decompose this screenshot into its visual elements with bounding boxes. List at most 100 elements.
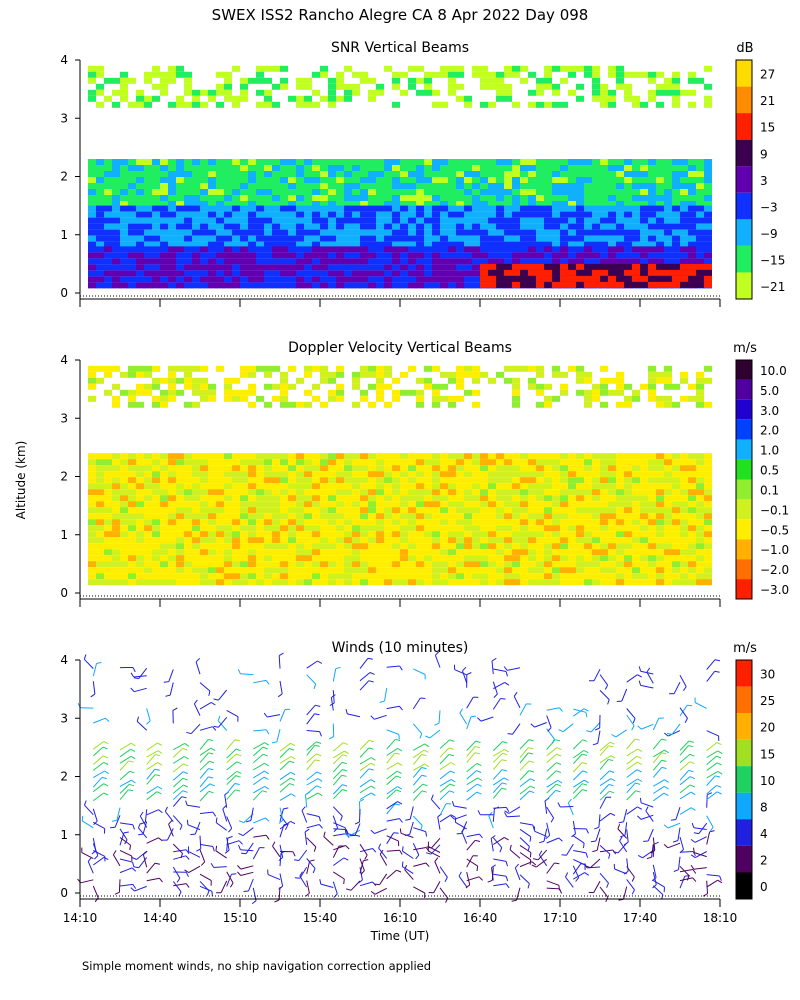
wind-barb-flag bbox=[263, 712, 268, 718]
data-cell bbox=[352, 519, 360, 526]
wind-barb-flag bbox=[360, 870, 365, 875]
data-cell bbox=[440, 276, 448, 283]
data-cell bbox=[552, 205, 560, 212]
data-cell bbox=[688, 507, 696, 514]
data-cell bbox=[448, 507, 456, 514]
data-cell bbox=[472, 567, 480, 574]
wind-barb bbox=[80, 879, 94, 884]
data-cell bbox=[440, 229, 448, 236]
data-cell bbox=[264, 89, 272, 96]
data-cell bbox=[616, 389, 624, 396]
data-cell bbox=[104, 389, 112, 396]
data-cell bbox=[680, 211, 688, 218]
data-cell bbox=[408, 211, 416, 218]
data-cell bbox=[504, 229, 512, 236]
wind-barb bbox=[146, 809, 159, 816]
data-cell bbox=[368, 258, 376, 265]
data-cell bbox=[288, 229, 296, 236]
wind-barb-flag bbox=[425, 831, 428, 837]
data-cell bbox=[88, 183, 96, 189]
colorbar-label: 0.1 bbox=[760, 484, 779, 498]
data-cell bbox=[360, 217, 368, 224]
data-cell bbox=[688, 555, 696, 562]
data-cell bbox=[328, 453, 336, 460]
data-cell bbox=[592, 549, 600, 556]
data-cell bbox=[168, 513, 176, 520]
data-cell bbox=[240, 171, 248, 177]
data-cell bbox=[504, 83, 512, 90]
data-cell bbox=[496, 89, 504, 96]
data-cell bbox=[304, 264, 312, 271]
data-cell bbox=[192, 276, 200, 283]
wind-barb-flag bbox=[316, 753, 322, 757]
data-cell bbox=[304, 252, 312, 259]
colorbar-swatch bbox=[736, 192, 752, 220]
wind-barb-flag bbox=[476, 763, 482, 767]
data-cell bbox=[184, 573, 192, 580]
data-cell bbox=[448, 519, 456, 526]
data-cell bbox=[664, 401, 672, 408]
wind-barb bbox=[252, 887, 257, 901]
colorbar-swatch bbox=[736, 219, 752, 246]
data-cell bbox=[176, 477, 184, 484]
wind-barb-flag bbox=[475, 839, 481, 842]
wind-barb bbox=[466, 770, 477, 780]
data-cell bbox=[328, 177, 336, 183]
data-cell bbox=[648, 471, 656, 478]
wind-barb bbox=[199, 752, 209, 764]
data-cell bbox=[376, 177, 384, 183]
data-cell bbox=[632, 269, 640, 276]
data-cell bbox=[416, 459, 424, 466]
data-cell bbox=[216, 258, 224, 265]
data-cell bbox=[200, 465, 208, 472]
data-cell bbox=[168, 217, 176, 224]
data-cell bbox=[416, 217, 424, 224]
data-cell bbox=[424, 195, 432, 201]
wind-barb bbox=[226, 789, 236, 800]
data-cell bbox=[408, 513, 416, 520]
data-cell bbox=[240, 477, 248, 484]
data-cell bbox=[152, 453, 160, 460]
data-cell bbox=[408, 389, 416, 396]
data-cell bbox=[520, 489, 528, 496]
wind-barb bbox=[493, 873, 507, 877]
data-cell bbox=[696, 507, 704, 514]
data-cell bbox=[536, 211, 544, 218]
wind-barb bbox=[92, 746, 104, 757]
data-cell bbox=[200, 89, 208, 96]
data-cell bbox=[672, 483, 680, 490]
data-cell bbox=[136, 555, 144, 562]
data-cell bbox=[224, 165, 232, 171]
wind-barb-flag bbox=[404, 834, 410, 836]
data-cell bbox=[168, 489, 176, 496]
data-cell bbox=[128, 567, 136, 574]
data-cell bbox=[568, 555, 576, 562]
wind-barb-flag bbox=[505, 876, 509, 882]
data-cell bbox=[336, 276, 344, 283]
data-cell bbox=[696, 459, 704, 466]
data-cell bbox=[432, 549, 440, 556]
data-cell bbox=[512, 549, 520, 556]
wind-barb-flag bbox=[157, 786, 163, 790]
data-cell bbox=[456, 205, 464, 212]
data-cell bbox=[480, 579, 488, 586]
data-cell bbox=[304, 519, 312, 526]
data-cell bbox=[496, 246, 504, 253]
data-cell bbox=[136, 561, 144, 568]
data-cell bbox=[544, 165, 552, 171]
data-cell bbox=[408, 205, 416, 212]
data-cell bbox=[224, 195, 232, 201]
data-cell bbox=[464, 465, 472, 472]
data-cell bbox=[448, 459, 456, 466]
data-cell bbox=[632, 246, 640, 253]
data-cell bbox=[648, 537, 656, 544]
data-cell bbox=[400, 561, 408, 568]
data-cell bbox=[296, 507, 304, 514]
wind-barb bbox=[92, 762, 104, 771]
data-cell bbox=[240, 258, 248, 265]
data-cell bbox=[216, 453, 224, 460]
data-cell bbox=[400, 555, 408, 562]
data-cell bbox=[648, 573, 656, 580]
data-cell bbox=[544, 567, 552, 574]
data-cell bbox=[320, 465, 328, 472]
